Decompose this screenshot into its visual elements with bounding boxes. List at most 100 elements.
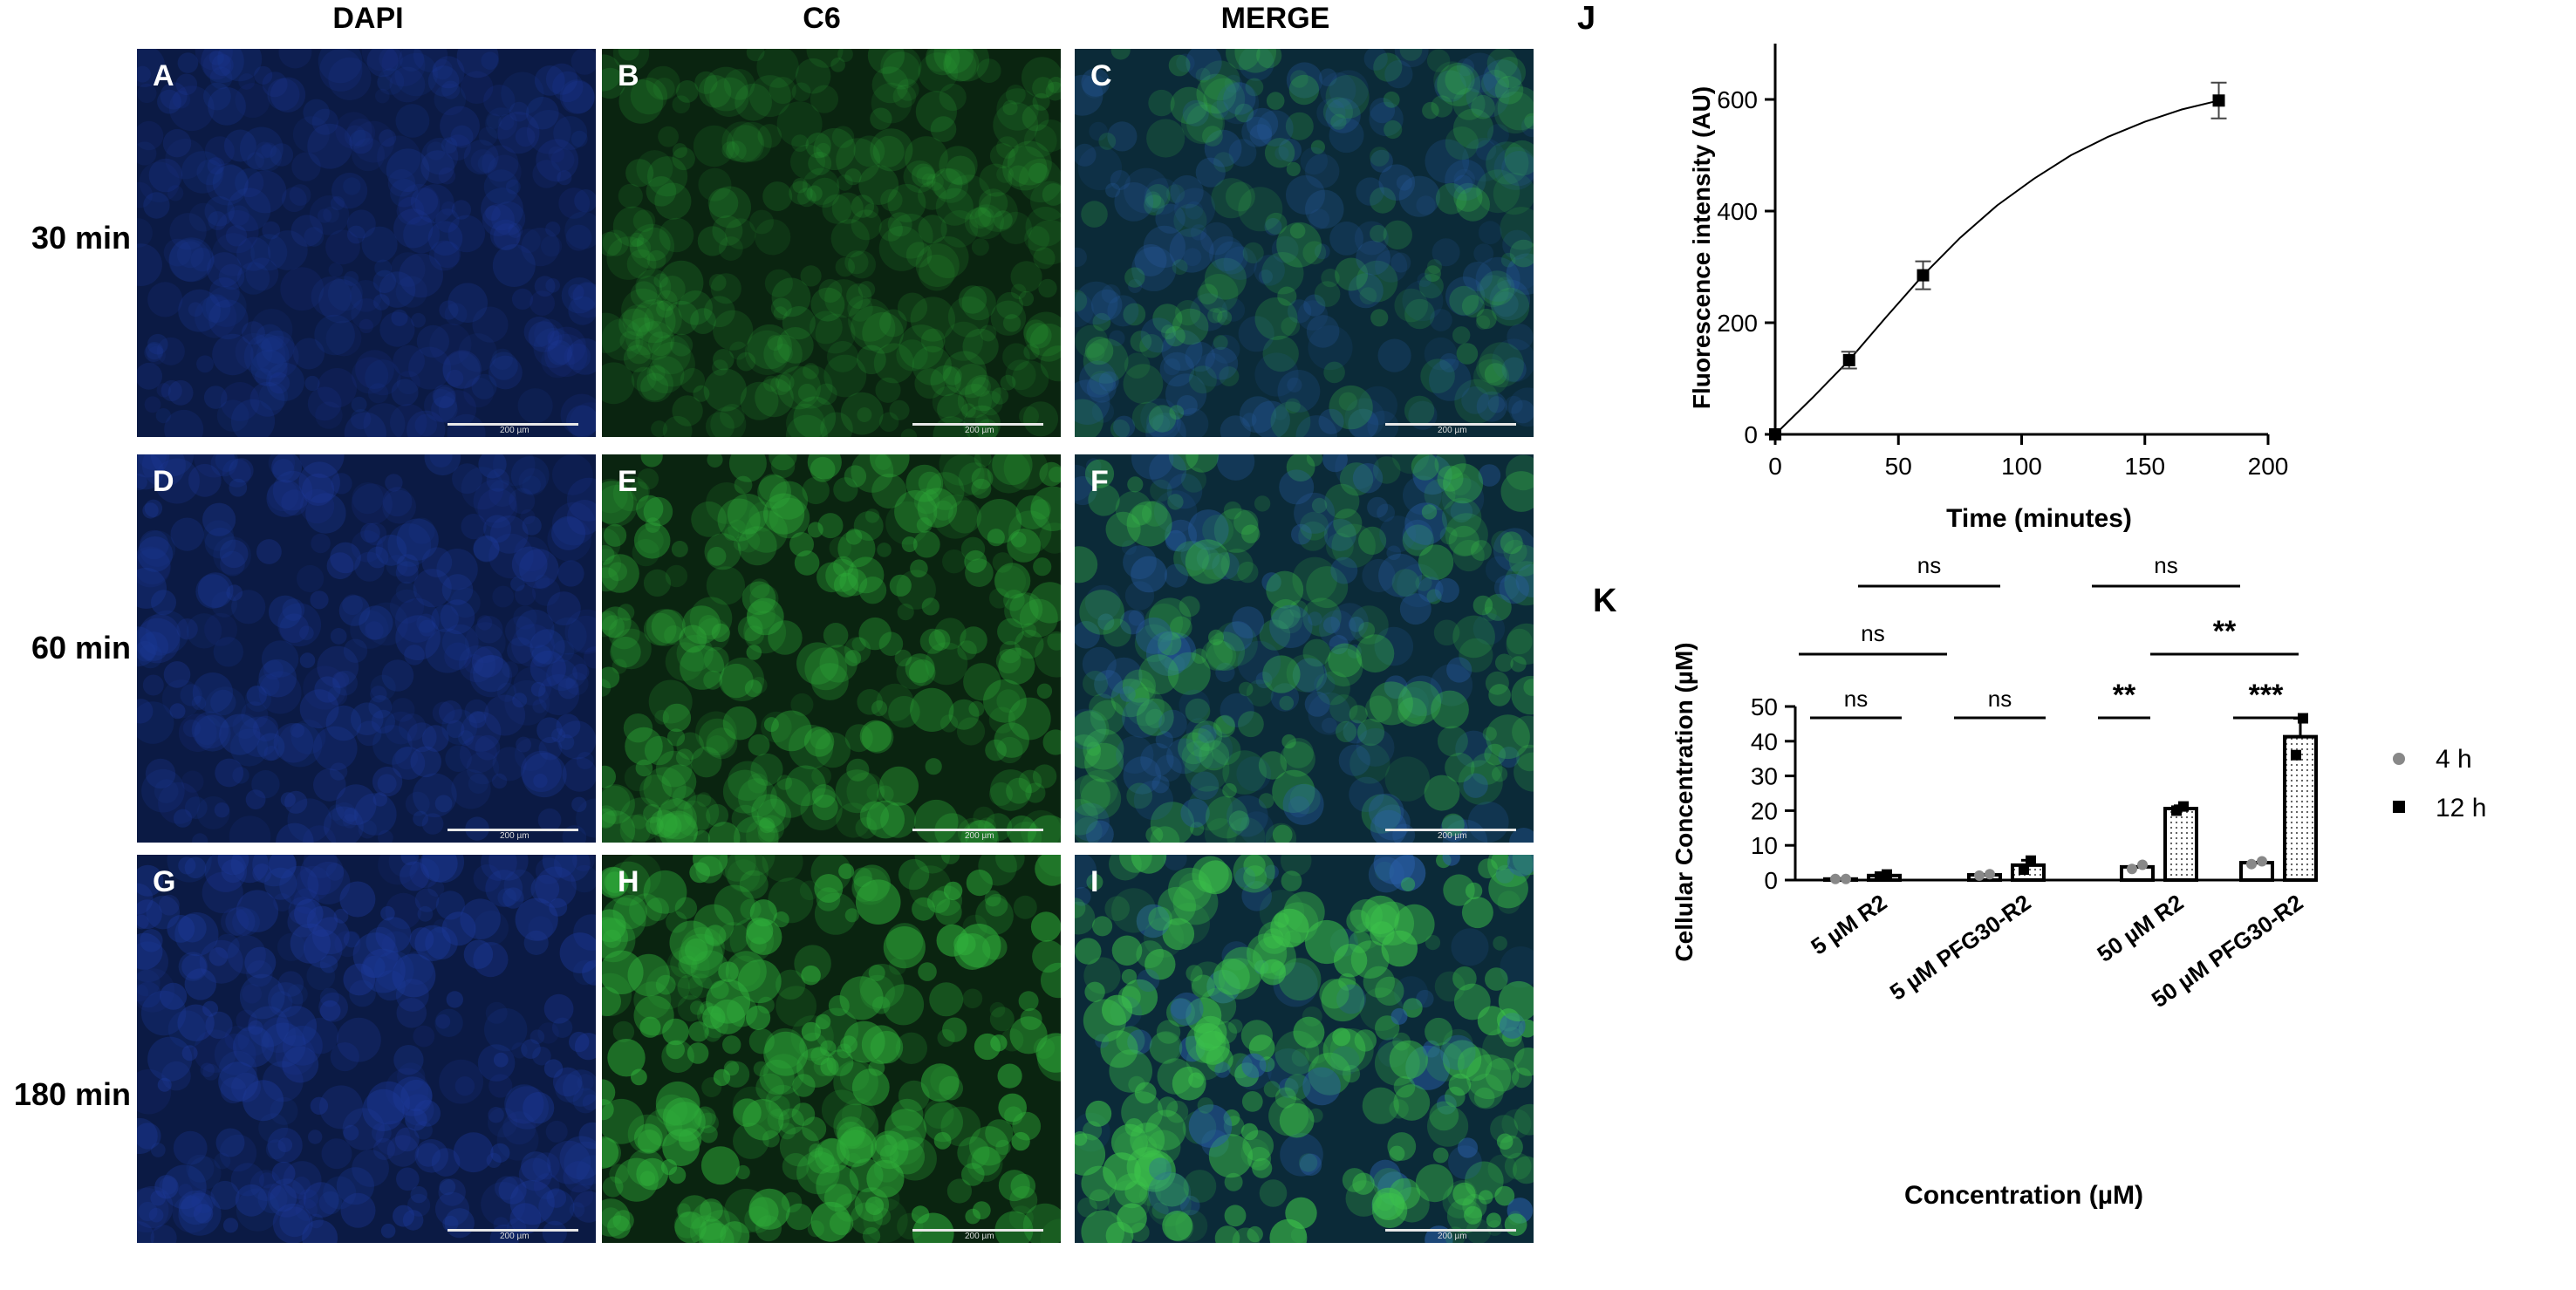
scale-bar xyxy=(912,829,1043,831)
legend-label-12h: 12 h xyxy=(2436,794,2486,822)
column-header-dapi: DAPI xyxy=(332,2,404,35)
significance-label: ns xyxy=(1844,686,1868,712)
scale-bar-label: 200 µm xyxy=(965,1232,994,1241)
x-axis-title: Time (minutes) xyxy=(1946,504,2132,533)
panel-letter: C xyxy=(1090,59,1112,92)
panel-letter: A xyxy=(153,59,174,92)
scale-bar-label: 200 µm xyxy=(500,426,530,435)
row-header-30min: 30 min xyxy=(31,220,131,256)
panel-letter: F xyxy=(1090,465,1109,498)
x-tick-label: 200 xyxy=(2248,453,2289,480)
replicate-point-12h xyxy=(2298,713,2308,724)
y-tick-label: 50 xyxy=(1751,693,1778,720)
micrograph-panel-d: D 200 µm xyxy=(137,454,596,843)
legend-marker-4h xyxy=(2393,753,2405,765)
bar-12h xyxy=(2163,807,2198,882)
y-tick-label: 10 xyxy=(1751,832,1778,859)
scale-bar-label: 200 µm xyxy=(500,1232,530,1241)
replicate-point-12h xyxy=(2291,749,2301,761)
replicate-point-4h xyxy=(1985,869,1995,880)
y-axis-title: Fluorescence intensity (AU) xyxy=(1688,86,1715,409)
micrograph-panel-a: A 200 µm xyxy=(137,49,596,437)
x-tick-label: 150 xyxy=(2124,453,2165,480)
panel-letter: E xyxy=(618,465,638,498)
y-tick-label: 400 xyxy=(1717,198,1758,225)
x-tick-label: 0 xyxy=(1768,453,1782,480)
panel-letter: B xyxy=(618,59,639,92)
micrograph-panel-f: F 200 µm xyxy=(1075,454,1534,843)
panel-letter: G xyxy=(153,865,176,898)
panel-letter: H xyxy=(618,865,639,898)
significance-label: ns xyxy=(1988,686,2012,712)
cell-texture xyxy=(602,49,1061,437)
x-tick-label: 50 xyxy=(1885,453,1912,480)
cell-texture xyxy=(137,454,596,843)
y-axis-title: Cellular Concentration (µM) xyxy=(1671,642,1698,961)
x-category-label: 5 µM PFG30-R2 xyxy=(1885,889,2036,1005)
legend-marker-12h xyxy=(2393,801,2405,813)
scale-bar-label: 200 µm xyxy=(965,426,994,435)
column-header-c6: C6 xyxy=(803,2,841,35)
bar-4h xyxy=(1823,877,1858,882)
cell-texture xyxy=(137,49,596,437)
micrograph-panel-b: B 200 µm xyxy=(602,49,1061,437)
row-header-60min: 60 min xyxy=(31,630,131,665)
y-tick-label: 20 xyxy=(1751,797,1778,824)
scale-bar xyxy=(1385,423,1516,426)
scale-bar-label: 200 µm xyxy=(1438,426,1467,435)
fit-curve xyxy=(1774,99,2219,435)
replicate-point-4h xyxy=(2246,858,2257,870)
y-tick-label: 600 xyxy=(1717,86,1758,113)
scale-bar-label: 200 µm xyxy=(1438,1232,1467,1241)
replicate-point-4h xyxy=(1830,873,1841,884)
scale-bar xyxy=(448,829,578,831)
bar-4h xyxy=(2120,864,2155,883)
replicate-point-12h xyxy=(2178,801,2189,812)
replicate-point-4h xyxy=(1841,873,1851,884)
scale-bar-label: 200 µm xyxy=(500,831,530,841)
x-tick-label: 100 xyxy=(2001,453,2042,480)
significance-label: ** xyxy=(2213,615,2237,648)
panel-label-j: J xyxy=(1577,0,1596,37)
data-point xyxy=(1769,428,1781,440)
chart-k-cellular-concentration: 0 10 20 30 40 50 Cellular Concentration (µM) 5 … xyxy=(1671,558,2486,1210)
x-axis-title: Concentration (µM) xyxy=(1904,1181,2143,1210)
replicate-point-12h xyxy=(2019,864,2029,876)
scale-bar-label: 200 µm xyxy=(965,831,994,841)
cell-texture xyxy=(1075,855,1534,1243)
panel-label-k: K xyxy=(1593,583,1617,619)
scale-bar xyxy=(448,423,578,426)
significance-label: ns xyxy=(1917,558,1941,578)
replicate-point-4h xyxy=(1974,870,1985,881)
y-tick-label: 30 xyxy=(1751,763,1778,790)
scale-bar xyxy=(912,1229,1043,1232)
column-header-merge: MERGE xyxy=(1220,2,1330,35)
y-tick-label: 0 xyxy=(1764,867,1778,894)
replicate-point-4h xyxy=(2127,863,2137,875)
scale-bar xyxy=(448,1229,578,1232)
data-point xyxy=(1842,353,1855,366)
significance-label: ns xyxy=(2154,558,2177,578)
significance-label: ns xyxy=(1861,620,1884,646)
x-category-label: 50 µM R2 xyxy=(2092,889,2188,967)
replicate-point-4h xyxy=(2137,859,2148,870)
significance-label: *** xyxy=(2249,679,2284,712)
data-point xyxy=(2212,94,2225,107)
y-tick-label: 0 xyxy=(1744,421,1758,448)
data-point xyxy=(1917,269,1930,282)
cell-texture xyxy=(1075,454,1534,843)
x-category-label: 5 µM R2 xyxy=(1806,889,1891,959)
bar-4h xyxy=(1967,873,2002,882)
cell-texture xyxy=(137,855,596,1243)
replicate-point-12h xyxy=(1882,869,1892,880)
cell-texture xyxy=(1075,49,1534,437)
micrograph-panel-h: H 200 µm xyxy=(602,855,1061,1243)
panel-letter: I xyxy=(1090,865,1099,898)
cell-texture xyxy=(602,855,1061,1243)
replicate-point-4h xyxy=(2257,856,2267,867)
legend-label-4h: 4 h xyxy=(2436,745,2472,774)
row-header-180min: 180 min xyxy=(13,1076,131,1112)
panel-letter: D xyxy=(153,465,174,498)
scale-bar xyxy=(1385,1229,1516,1232)
micrograph-panel-c: C 200 µm xyxy=(1075,49,1534,437)
